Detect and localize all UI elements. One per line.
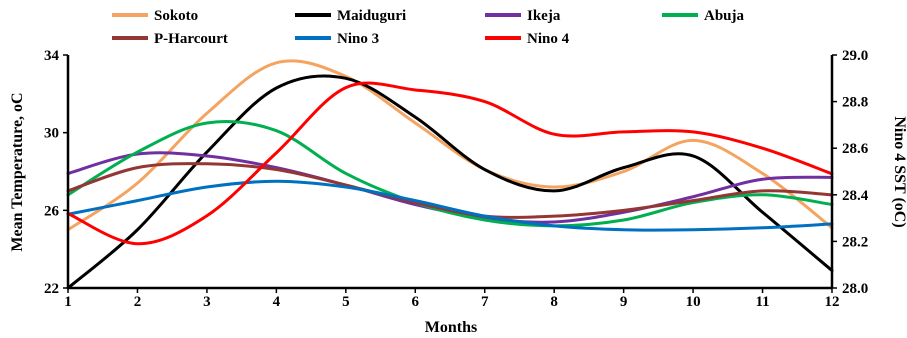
x-tick-label: 1 xyxy=(64,294,72,310)
x-tick-label: 11 xyxy=(755,294,769,310)
legend-label-nino-4: Nino 4 xyxy=(527,31,570,47)
legend-label-sokoto: Sokoto xyxy=(154,8,198,24)
x-tick-label: 4 xyxy=(273,294,281,310)
series-line-maiduguri xyxy=(66,74,834,290)
legend: Sokoto Maiduguri Ikeja Abuja P-Harcourt Nino … xyxy=(112,8,745,47)
x-tick-label: 10 xyxy=(686,294,701,310)
legend-label-nino-3: Nino 3 xyxy=(337,31,379,47)
x-tick-label: 9 xyxy=(620,294,628,310)
x-tick-label: 6 xyxy=(412,294,420,310)
y-left-tick-label: 22 xyxy=(44,281,59,297)
y-left-tick-label: 26 xyxy=(44,203,60,219)
series-line-abuja xyxy=(66,120,834,228)
y-right-tick-label: 28.2 xyxy=(842,234,868,250)
x-tick-label: 12 xyxy=(825,294,840,310)
y-right-tick-label: 29.0 xyxy=(842,48,868,64)
legend-label-maiduguri: Maiduguri xyxy=(337,8,406,24)
series-line-nino-4 xyxy=(66,81,834,246)
plot-lines xyxy=(66,59,834,290)
y-left-tick-label: 34 xyxy=(44,48,60,64)
y-axis-left-label: Mean Temperature, oC xyxy=(9,92,26,251)
series-line-p-harcourt xyxy=(66,162,834,219)
x-tick-label: 2 xyxy=(134,294,142,310)
y-left-tick-label: 30 xyxy=(44,126,59,142)
y-right-tick-label: 28.8 xyxy=(842,95,868,111)
y-right-tick-label: 28.6 xyxy=(842,141,869,157)
y-right-tick-label: 28.0 xyxy=(842,281,868,297)
y-axis-right-label: Nino 4 SST (oC) xyxy=(891,116,907,227)
legend-label-ikeja: Ikeja xyxy=(527,8,561,24)
legend-label-p-harcourt: P-Harcourt xyxy=(154,31,228,47)
axes: 1 2 3 4 5 6 7 8 9 10 11 122226303428.028.228.428.62… xyxy=(44,48,869,310)
x-axis-label: Months xyxy=(425,319,477,336)
x-tick-label: 3 xyxy=(203,294,211,310)
x-tick-label: 5 xyxy=(342,294,350,310)
x-tick-label: 7 xyxy=(481,294,489,310)
y-right-tick-label: 28.4 xyxy=(842,188,869,204)
series-line-nino-3 xyxy=(66,179,834,232)
legend-label-abuja: Abuja xyxy=(704,8,745,24)
x-tick-label: 8 xyxy=(550,294,558,310)
